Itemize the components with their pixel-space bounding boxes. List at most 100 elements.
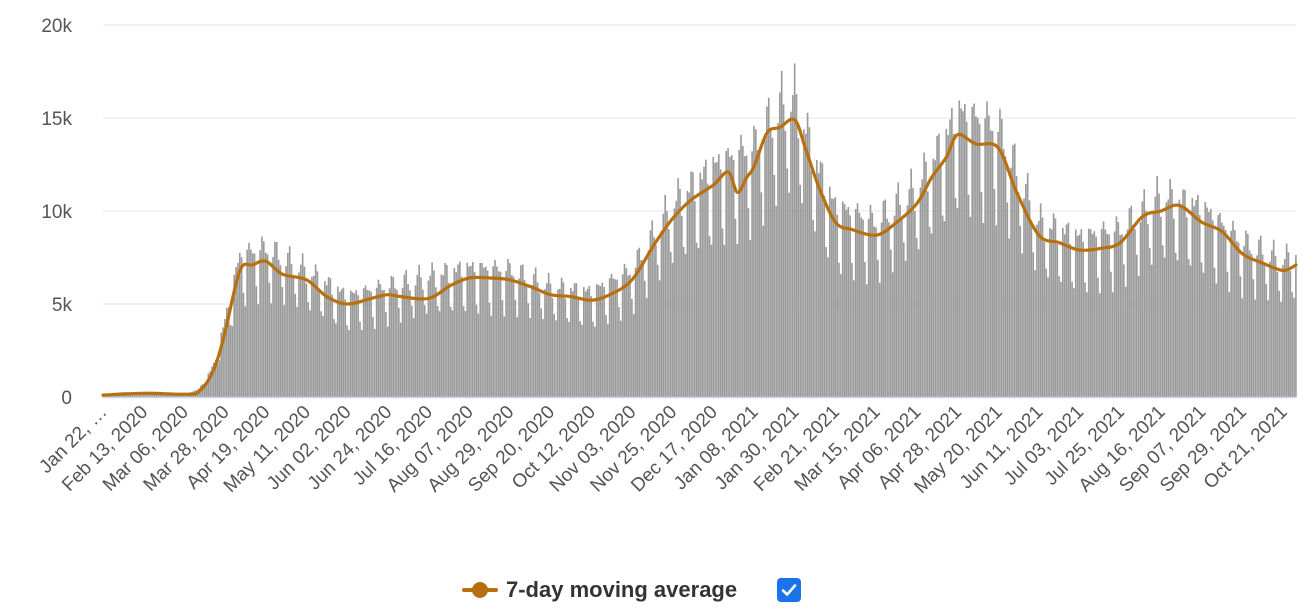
- daily-bar: [414, 285, 417, 397]
- daily-bar: [264, 252, 267, 397]
- daily-bar: [1276, 271, 1279, 397]
- daily-bar: [939, 165, 942, 397]
- daily-bar: [1080, 229, 1083, 397]
- daily-bar: [312, 275, 315, 397]
- daily-bar: [719, 169, 722, 397]
- daily-bar: [203, 384, 206, 397]
- daily-bar: [1063, 234, 1066, 397]
- daily-bar: [224, 318, 226, 397]
- daily-bar: [965, 121, 968, 397]
- daily-bar: [218, 360, 221, 397]
- daily-bar: [856, 203, 859, 397]
- daily-bar: [1267, 300, 1269, 397]
- daily-bar: [960, 108, 962, 398]
- daily-bar: [1250, 253, 1253, 397]
- daily-bar: [1008, 238, 1011, 397]
- daily-bar: [1004, 156, 1007, 397]
- daily-bar: [725, 150, 728, 397]
- daily-bar: [1248, 250, 1251, 397]
- daily-bar: [647, 250, 650, 397]
- daily-bar: [666, 211, 668, 397]
- daily-bar: [468, 266, 470, 397]
- daily-bar: [784, 130, 787, 397]
- daily-bar: [993, 188, 996, 397]
- daily-bar: [362, 288, 365, 397]
- daily-bar: [697, 248, 700, 397]
- daily-bar: [1269, 261, 1271, 397]
- daily-bar: [649, 230, 652, 397]
- daily-bar: [479, 262, 482, 397]
- daily-bar: [514, 299, 517, 397]
- daily-bar: [240, 257, 243, 397]
- daily-bar: [538, 292, 541, 397]
- daily-bar: [433, 270, 435, 397]
- daily-bar: [1160, 216, 1162, 397]
- daily-bar: [782, 104, 785, 398]
- legend-checkbox[interactable]: [777, 578, 802, 602]
- daily-bar: [1295, 254, 1297, 397]
- daily-bar: [989, 130, 992, 398]
- daily-bar: [1067, 222, 1070, 397]
- daily-bar: [540, 308, 543, 397]
- daily-bar: [956, 208, 959, 397]
- daily-bar: [534, 267, 537, 397]
- daily-bar: [976, 117, 979, 397]
- daily-bar: [673, 208, 676, 397]
- daily-bar: [775, 205, 777, 397]
- daily-bar: [1047, 277, 1049, 397]
- daily-bar: [601, 282, 604, 397]
- daily-bar: [1117, 222, 1120, 397]
- daily-bar: [142, 394, 145, 397]
- daily-bar: [481, 262, 483, 397]
- daily-bar: [568, 321, 570, 397]
- daily-bar: [314, 264, 317, 397]
- daily-bar: [590, 296, 592, 397]
- daily-bar: [671, 262, 674, 397]
- daily-bar: [529, 317, 531, 397]
- daily-bar: [516, 317, 519, 397]
- daily-bar: [553, 314, 556, 397]
- daily-bar: [797, 138, 800, 397]
- daily-bar: [1187, 259, 1190, 397]
- daily-bar: [1010, 167, 1012, 397]
- daily-bar: [1221, 222, 1223, 397]
- y-tick-label: 20k: [41, 16, 72, 37]
- daily-bar: [749, 239, 752, 397]
- daily-bar: [475, 304, 478, 397]
- daily-bar: [1025, 183, 1027, 397]
- daily-bar: [148, 394, 150, 397]
- daily-bar: [1217, 215, 1220, 397]
- daily-bar: [708, 236, 711, 397]
- daily-bar: [984, 118, 986, 397]
- daily-bar: [638, 247, 641, 397]
- daily-bar: [760, 192, 763, 397]
- legend-item-moving-average[interactable]: 7-day moving average: [462, 577, 737, 603]
- daily-bar: [1021, 253, 1023, 397]
- daily-bar: [309, 310, 311, 397]
- daily-bar: [875, 227, 877, 397]
- daily-bar: [412, 317, 415, 397]
- daily-bar: [978, 123, 981, 397]
- daily-bar: [1115, 216, 1118, 397]
- daily-bar: [699, 172, 702, 397]
- daily-bar: [882, 200, 885, 397]
- daily-bar: [773, 175, 776, 397]
- daily-bar: [120, 394, 123, 397]
- daily-bar: [828, 186, 831, 397]
- daily-bar: [1111, 292, 1114, 397]
- daily-bar: [597, 284, 600, 397]
- daily-bar: [814, 231, 816, 397]
- daily-bar: [416, 275, 419, 397]
- daily-bar: [527, 303, 530, 397]
- daily-bar: [1030, 223, 1033, 397]
- daily-bar: [1069, 243, 1072, 397]
- daily-bar: [640, 259, 642, 397]
- daily-bar: [288, 246, 291, 397]
- daily-bar: [403, 274, 406, 397]
- daily-bar: [571, 291, 574, 397]
- daily-bar: [610, 273, 613, 397]
- daily-bar: [366, 289, 369, 397]
- daily-bar: [503, 316, 506, 397]
- daily-bar: [547, 272, 550, 397]
- daily-bar: [991, 131, 994, 398]
